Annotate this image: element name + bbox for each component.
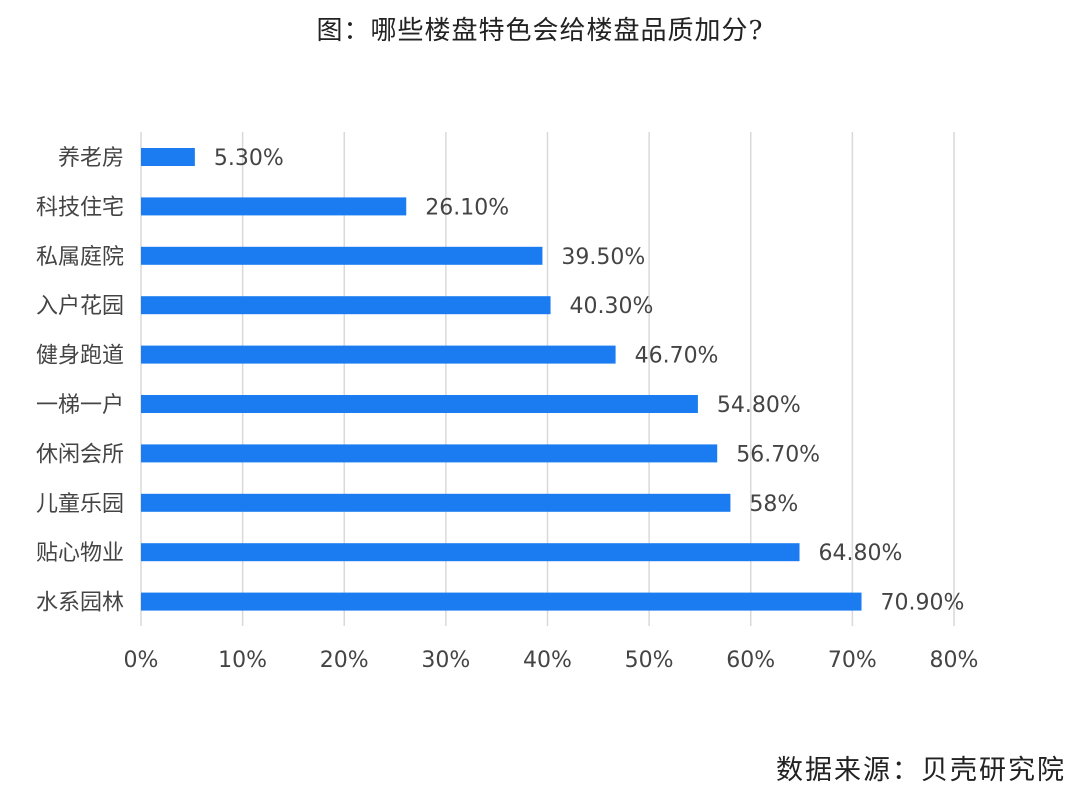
bar <box>141 296 551 315</box>
bar <box>141 444 718 463</box>
category-label: 私属庭院 <box>36 245 124 270</box>
x-tick-label: 0% <box>124 648 159 673</box>
data-labels: 5.30% 26.10% 39.50% 40.30% 46.70% 54.80% 56.70… <box>214 146 965 616</box>
category-label: 休闲会所 <box>36 442 124 467</box>
x-tick-label: 10% <box>218 648 267 673</box>
x-tick-label: 30% <box>421 648 470 673</box>
data-label: 39.50% <box>561 245 645 270</box>
x-tick-label: 40% <box>523 648 572 673</box>
bar <box>141 395 698 413</box>
category-label: 水系园林 <box>36 591 124 616</box>
chart-title: 图：哪些楼盘特色会给楼盘品质加分? <box>316 16 764 46</box>
bars <box>141 148 862 611</box>
data-label: 26.10% <box>425 195 509 220</box>
x-tick-label: 20% <box>320 648 369 673</box>
data-label: 40.30% <box>570 294 654 319</box>
bar <box>141 246 543 265</box>
bar <box>141 493 731 512</box>
bar <box>141 345 616 364</box>
category-label: 一梯一户 <box>36 393 124 418</box>
category-label: 养老房 <box>58 146 124 171</box>
category-label: 入户花园 <box>36 294 124 319</box>
data-label: 64.80% <box>819 541 903 566</box>
x-tick-label: 60% <box>726 648 775 673</box>
data-label: 58% <box>749 492 798 517</box>
data-label: 46.70% <box>635 344 719 369</box>
category-label: 儿童乐园 <box>36 492 124 517</box>
data-label: 54.80% <box>717 393 801 418</box>
bar <box>141 543 800 562</box>
data-label: 5.30% <box>214 146 284 171</box>
data-label: 70.90% <box>881 591 965 616</box>
x-axis-tick-labels: 0% 10% 20% 30% 40% 50% 60% 70% 80% <box>124 648 979 673</box>
data-label: 56.70% <box>736 442 820 467</box>
x-tick-label: 50% <box>625 648 674 673</box>
bar <box>141 197 407 216</box>
bar <box>141 148 195 166</box>
source-note: 数据来源：贝壳研究院 <box>776 755 1066 786</box>
category-label: 健身跑道 <box>36 344 124 369</box>
x-tick-label: 70% <box>828 648 877 673</box>
bar <box>141 592 862 611</box>
x-tick-label: 80% <box>930 648 979 673</box>
category-label: 贴心物业 <box>36 541 124 566</box>
category-label: 科技住宅 <box>36 195 124 220</box>
